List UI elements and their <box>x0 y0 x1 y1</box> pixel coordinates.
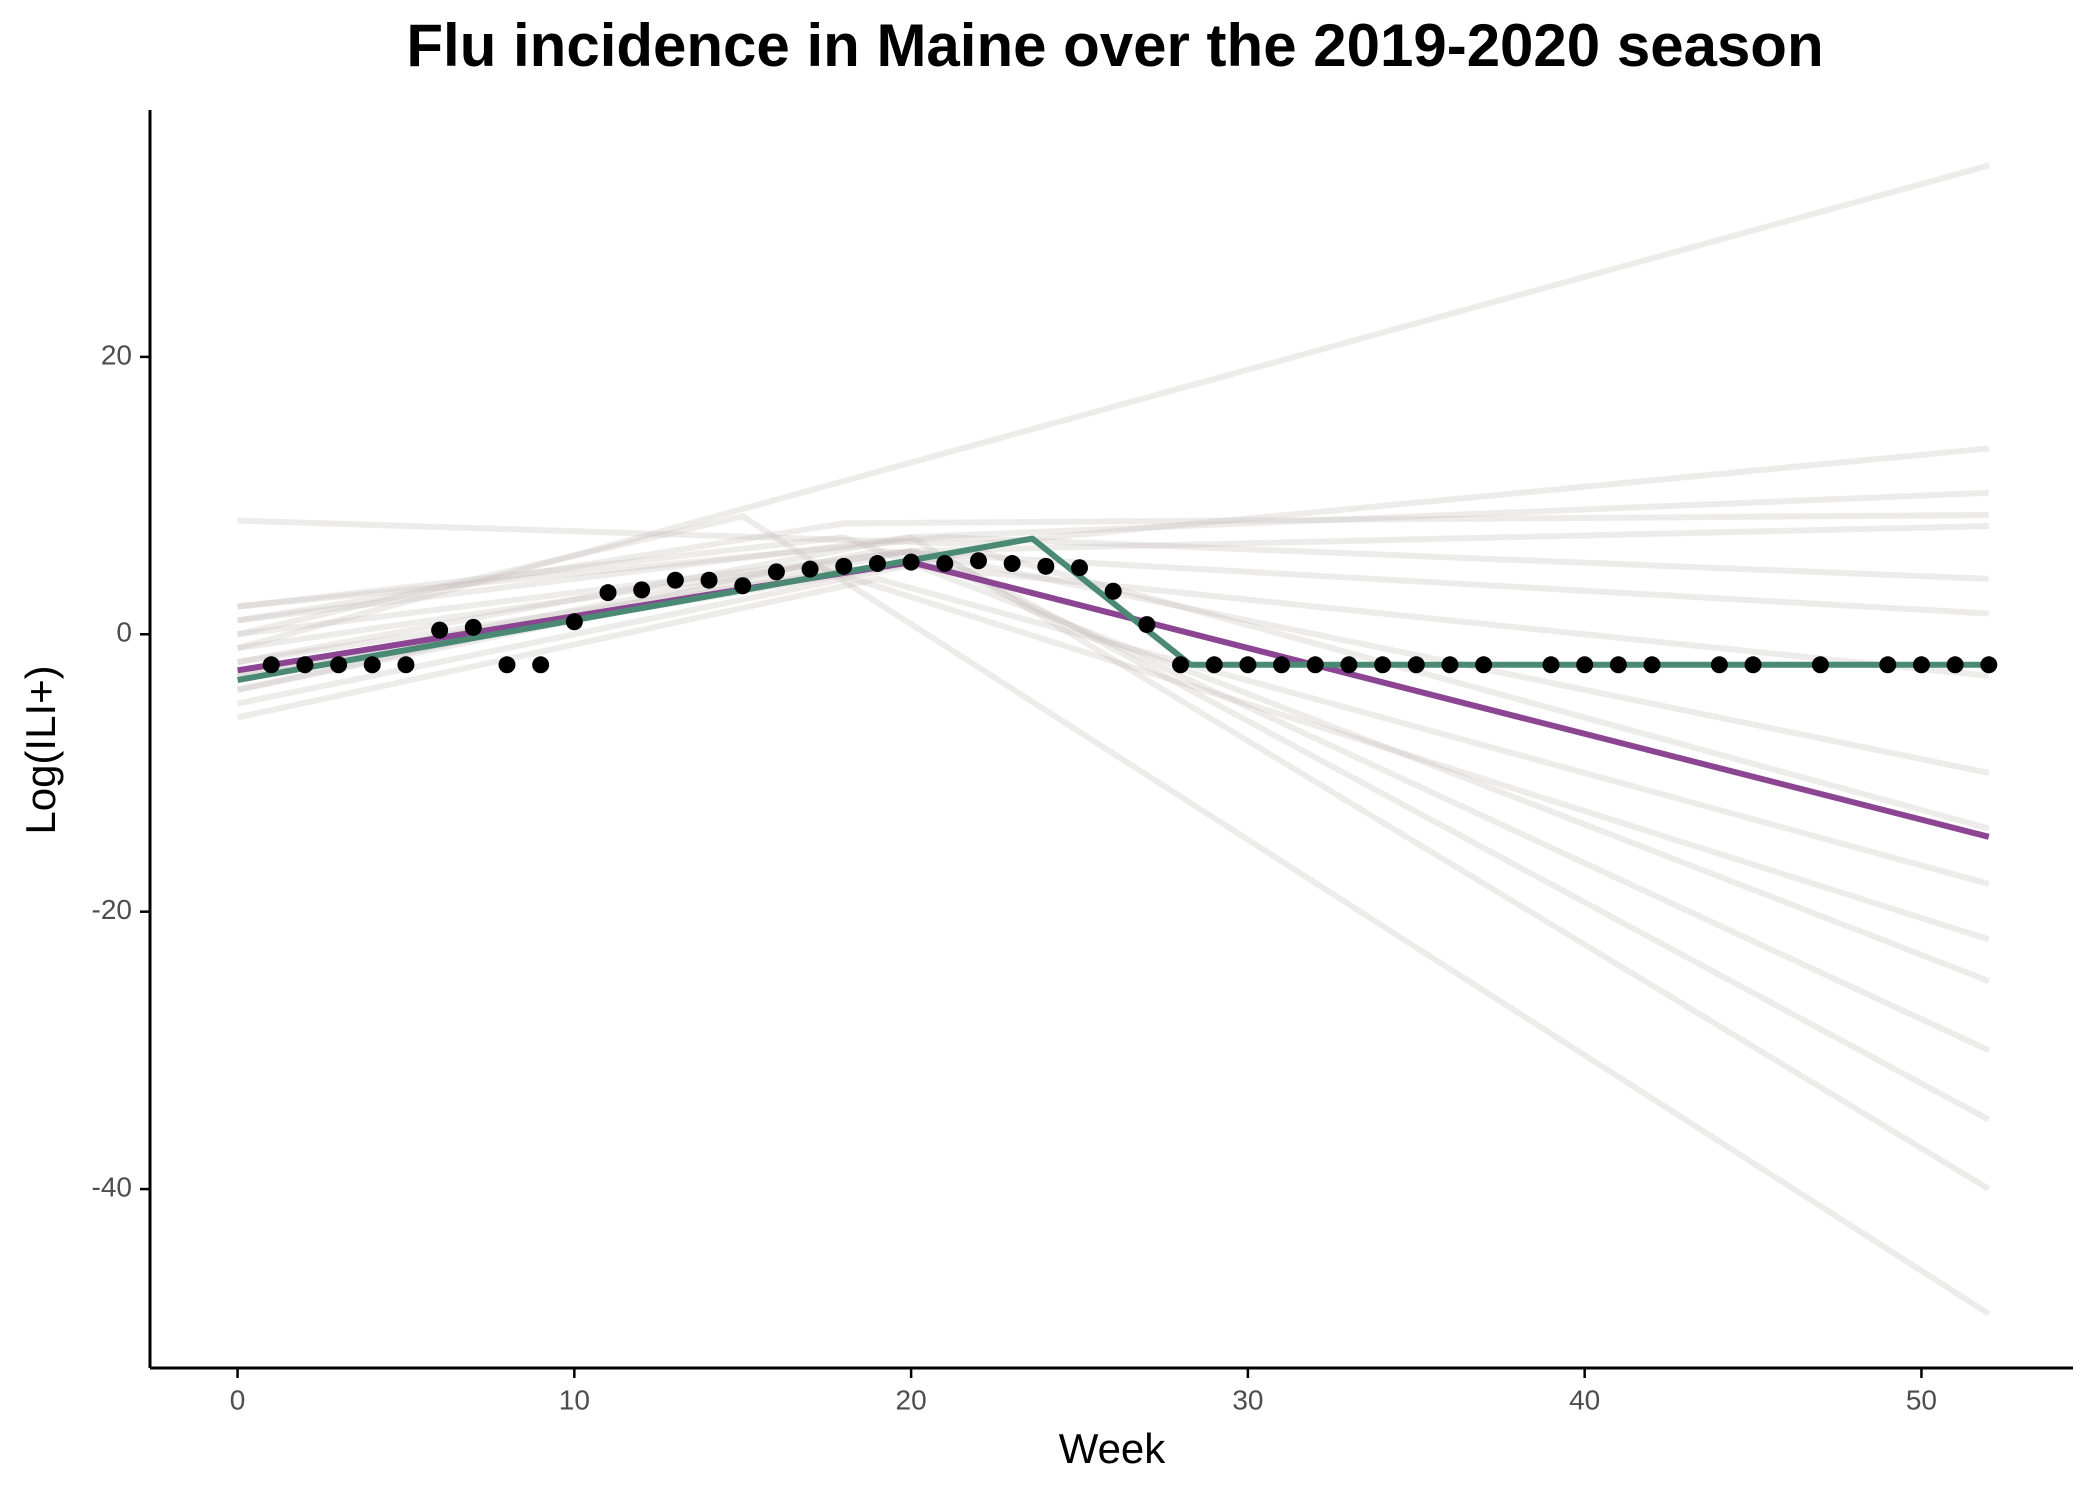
data-point <box>1273 656 1291 674</box>
series-line <box>237 534 1991 1192</box>
data-point <box>1912 656 1930 674</box>
data-point <box>532 656 550 674</box>
x-tick-label: 10 <box>559 1384 590 1415</box>
data-point <box>666 571 684 589</box>
data-point <box>296 656 314 674</box>
x-tick-label: 40 <box>1569 1384 1600 1415</box>
series-line <box>237 534 1989 610</box>
series-line <box>237 534 1990 984</box>
data-point <box>1609 656 1627 674</box>
data-point <box>1374 656 1392 674</box>
data-point <box>1710 656 1728 674</box>
data-point <box>363 656 381 674</box>
data-point <box>1744 656 1762 674</box>
data-point <box>1138 616 1156 634</box>
data-point <box>1643 656 1661 674</box>
data-point <box>397 656 415 674</box>
data-point <box>1071 559 1089 577</box>
series-line <box>237 548 1991 1054</box>
data-point <box>599 584 617 602</box>
x-tick-label: 20 <box>896 1384 927 1415</box>
data-point <box>1542 656 1560 674</box>
data-point <box>1980 656 1998 674</box>
x-tick-label: 50 <box>1906 1384 1937 1415</box>
x-axis-label: Week <box>1059 1425 1167 1472</box>
data-point <box>868 555 886 573</box>
data-point <box>633 581 651 599</box>
data-point <box>1879 656 1897 674</box>
series-line <box>237 489 1989 665</box>
y-tick-label: -40 <box>92 1171 132 1202</box>
data-point <box>902 553 920 571</box>
data-point <box>1576 656 1594 674</box>
series-line <box>236 575 1990 887</box>
data-point <box>1407 656 1425 674</box>
data-point <box>1003 555 1021 573</box>
data-point <box>498 656 516 674</box>
series-line <box>236 523 1989 693</box>
data-point <box>700 571 718 589</box>
series-line <box>236 162 1990 652</box>
y-tick-label: -20 <box>92 894 132 925</box>
y-tick-label: 20 <box>101 339 132 370</box>
data-point <box>1340 656 1358 674</box>
data-point <box>936 555 954 573</box>
series-line <box>236 513 1991 1317</box>
data-point <box>1475 656 1493 674</box>
data-point <box>1037 557 1055 575</box>
data-point <box>734 577 752 595</box>
data-point <box>1172 656 1190 674</box>
data-point <box>767 563 785 581</box>
data-point <box>1811 656 1829 674</box>
data-point <box>801 560 819 578</box>
series-line <box>237 512 1989 624</box>
x-tick-label: 30 <box>1232 1384 1263 1415</box>
x-tick-label: 0 <box>230 1384 246 1415</box>
data-point <box>1441 656 1459 674</box>
y-tick-label: 0 <box>116 617 132 648</box>
data-point <box>969 552 987 570</box>
data-point <box>330 656 348 674</box>
data-point <box>565 613 583 631</box>
series-line <box>237 445 1990 548</box>
y-axis-label: Log(ILI+) <box>17 665 64 834</box>
data-point <box>1205 656 1223 674</box>
chart-title: Flu incidence in Maine over the 2019-202… <box>406 12 1823 79</box>
data-point <box>1306 656 1324 674</box>
data-point <box>464 618 482 636</box>
data-point <box>835 557 853 575</box>
data-point <box>431 621 449 639</box>
data-point <box>1946 656 1964 674</box>
data-point <box>1239 656 1257 674</box>
series-line <box>237 548 1990 776</box>
data-point <box>1104 582 1122 600</box>
data-point <box>262 656 280 674</box>
